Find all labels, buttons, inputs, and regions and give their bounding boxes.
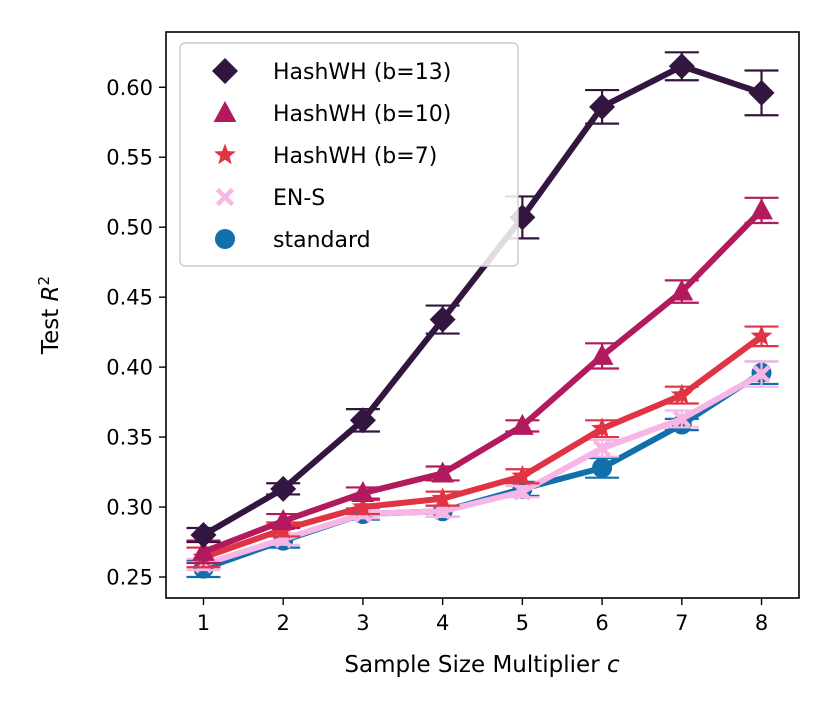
legend-item-hashwh-b-13: HashWH (b=13) — [212, 58, 451, 85]
data-point-hashwh-b-7 — [670, 383, 693, 405]
legend-marker-hashwh-b-10 — [213, 101, 237, 122]
x-tick-label: 4 — [436, 611, 449, 635]
data-point-hashwh-b-13 — [190, 522, 217, 549]
series-line-en-s — [200, 371, 765, 568]
data-point-hashwh-b-7 — [511, 464, 534, 486]
legend-item-en-s: EN-S — [215, 186, 325, 211]
legend-marker-en-s — [215, 187, 235, 207]
data-point-hashwh-b-10 — [271, 509, 295, 531]
data-point-hashwh-b-13 — [270, 475, 297, 502]
y-tick-label: 0.45 — [106, 286, 153, 310]
x-tick-label: 8 — [755, 611, 768, 635]
data-point-hashwh-b-13 — [349, 407, 376, 434]
x-tick-label: 5 — [516, 611, 529, 635]
data-point-en-s — [752, 365, 771, 384]
y-tick-label: 0.35 — [106, 426, 153, 450]
y-axis-label-sup: 2 — [35, 276, 53, 286]
series-hashwh-b-10 — [186, 196, 779, 565]
y-axis: 0.25 0.30 0.35 0.40 0.45 0.50 0.55 0.60 — [106, 76, 166, 590]
y-tick-label: 0.30 — [106, 496, 153, 520]
data-point-en-s-stroke-b — [513, 482, 532, 501]
plot-area — [186, 51, 779, 579]
data-point-hashwh-b-7 — [750, 324, 773, 346]
legend-label-hashwh-b-10: HashWH (b=10) — [273, 102, 451, 127]
data-point-hashwh-b-10 — [670, 279, 694, 301]
x-axis: 1 2 3 4 5 6 7 8 — [197, 598, 768, 635]
data-point-hashwh-b-10 — [351, 481, 375, 503]
y-tick-label: 0.25 — [106, 566, 153, 590]
data-point-en-s — [513, 482, 532, 501]
data-point-hashwh-b-13 — [668, 53, 695, 80]
series-line-hashwh-b-7 — [200, 333, 765, 561]
data-point-hashwh-b-10 — [750, 198, 773, 220]
x-tick-label: 6 — [595, 611, 608, 635]
legend-item-hashwh-b-10: HashWH (b=10) — [213, 101, 451, 127]
legend-marker-en-s-stroke-b — [215, 187, 235, 207]
data-point-hashwh-b-13 — [589, 93, 616, 120]
x-tick-label: 7 — [675, 611, 688, 635]
y-axis-label-var: R — [38, 285, 64, 301]
data-point-standard — [592, 457, 613, 478]
data-point-en-s-stroke-b — [672, 409, 691, 428]
x-axis-label-text: Sample Size Multiplier — [344, 652, 600, 678]
y-tick-label: 0.50 — [106, 216, 153, 240]
x-tick-label: 3 — [356, 611, 369, 635]
series-hashwh-b-13 — [186, 51, 779, 549]
legend-label-hashwh-b-13: HashWH (b=13) — [273, 60, 451, 85]
data-point-en-s-stroke-b — [592, 439, 612, 458]
y-axis-label-text: Test — [38, 309, 64, 355]
data-point-hashwh-b-13 — [429, 306, 456, 333]
legend-item-standard: standard — [215, 228, 371, 253]
y-tick-label: 0.60 — [106, 76, 153, 100]
data-point-hashwh-b-7 — [351, 495, 374, 517]
legend-box — [179, 42, 519, 267]
data-point-hashwh-b-7 — [591, 417, 614, 438]
data-point-en-s — [672, 409, 691, 428]
data-point-hashwh-b-13 — [748, 79, 775, 106]
legend-marker-hashwh-b-13 — [212, 58, 238, 84]
legend-label-en-s: EN-S — [273, 186, 325, 211]
legend-marker-hashwh-b-7 — [214, 143, 236, 165]
y-tick-label: 0.40 — [106, 356, 153, 380]
y-tick-label: 0.55 — [106, 146, 153, 170]
data-point-en-s — [592, 439, 612, 458]
legend-item-hashwh-b-7: HashWH (b=7) — [214, 143, 437, 169]
data-point-en-s-stroke-b — [752, 365, 771, 384]
x-tick-label: 1 — [197, 611, 210, 635]
x-axis-label: Sample Size Multiplier c — [344, 652, 620, 678]
x-tick-label: 2 — [277, 611, 290, 635]
legend-label-standard: standard — [273, 228, 371, 253]
data-point-hashwh-b-10 — [590, 343, 614, 365]
legend-label-hashwh-b-7: HashWH (b=7) — [273, 144, 437, 169]
y-axis-label: Test R2 — [35, 276, 64, 355]
data-point-hashwh-b-7 — [431, 487, 454, 508]
axes-frame — [165, 31, 800, 599]
data-point-hashwh-b-10 — [431, 461, 455, 483]
legend: HashWH (b=13) HashWH (b=10) HashWH (b=7) EN… — [179, 42, 519, 267]
data-point-hashwh-b-10 — [510, 413, 534, 435]
series-line-hashwh-b-13 — [200, 63, 765, 539]
data-point-hashwh-b-10 — [192, 539, 215, 561]
legend-marker-standard — [215, 229, 235, 249]
x-axis-label-var: c — [607, 652, 620, 678]
